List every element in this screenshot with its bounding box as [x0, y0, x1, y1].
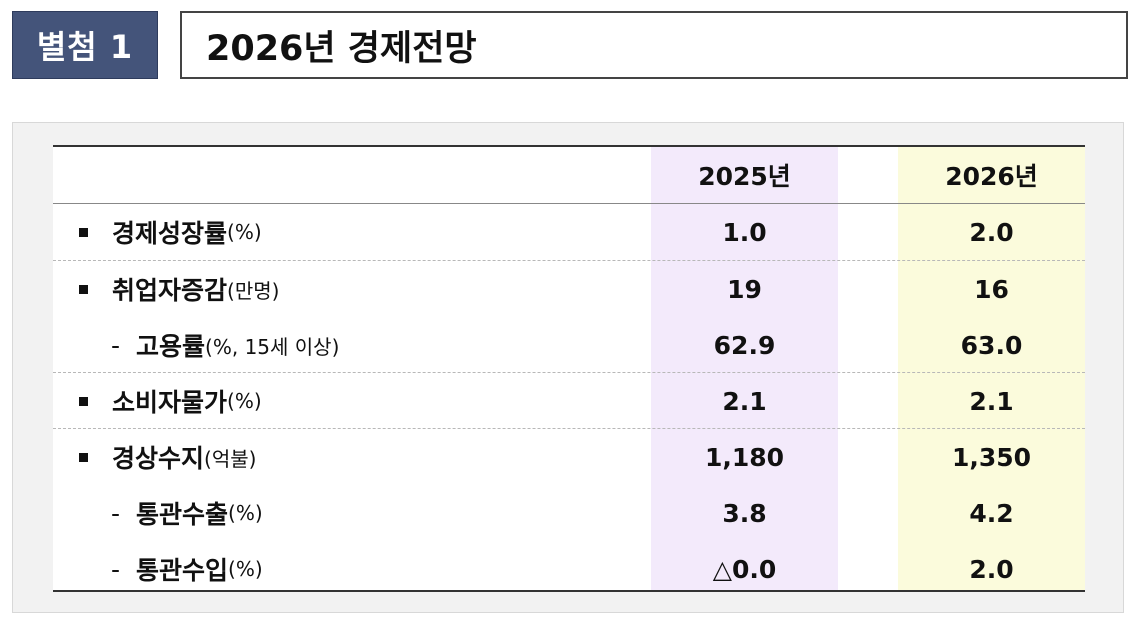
value-2026: 1,350 [951, 442, 1032, 472]
table-row: - 고용률 (%, 15세 이상) 62.9 63.0 [53, 317, 1085, 373]
table-row: 취업자증감 (만명) 19 16 [53, 261, 1085, 317]
value-2026: 63.0 [960, 330, 1023, 360]
indicator-name: 경상수지 [112, 444, 205, 473]
dash-marker: - [111, 554, 121, 584]
table-row: 경제성장률 (%) 1.0 2.0 [53, 204, 1085, 260]
value-2026: 16 [974, 274, 1009, 304]
table-row: - 통관수입 (%) △0.0 2.0 [53, 541, 1085, 597]
value-2026: 2.0 [969, 554, 1014, 584]
dash-marker: - [111, 330, 121, 360]
column-2025-highlight [651, 147, 838, 590]
value-2026: 4.2 [969, 498, 1014, 528]
bullet-icon [79, 452, 88, 462]
dash-marker: - [111, 498, 121, 528]
bullet-icon [79, 284, 88, 294]
indicator-name: 고용률 [136, 332, 206, 361]
row-label: - 통관수입 (%) [53, 541, 651, 597]
economic-outlook-table: 2025년 2026년 경제성장률 (%) 1.0 2.0 취업자증감 (만명) 1… [53, 145, 1085, 592]
value-2025: △0.0 [712, 554, 777, 584]
indicator-unit: (%) [227, 220, 262, 244]
appendix-badge: 별첨 1 [12, 11, 158, 79]
row-label: - 고용률 (%, 15세 이상) [53, 317, 651, 373]
bullet-icon [79, 227, 88, 237]
row-label: 경제성장률 (%) [53, 204, 651, 260]
row-divider [53, 260, 1085, 261]
indicator-name: 통관수입 [136, 556, 229, 585]
value-2026: 2.0 [969, 217, 1014, 247]
table-row: 소비자물가 (%) 2.1 2.1 [53, 373, 1085, 429]
row-label: 소비자물가 (%) [53, 373, 651, 429]
indicator-name: 통관수출 [136, 500, 229, 529]
indicator-unit: (%) [228, 501, 263, 525]
row-label: - 통관수출 (%) [53, 485, 651, 541]
page-title: 2026년 경제전망 [180, 11, 1128, 79]
indicator-name: 소비자물가 [112, 388, 228, 417]
table-row: 경상수지 (억불) 1,180 1,350 [53, 429, 1085, 485]
bullet-icon [79, 396, 88, 406]
value-2025: 2.1 [722, 386, 767, 416]
header-2025: 2025년 [698, 162, 791, 191]
header-2026: 2026년 [945, 162, 1038, 191]
row-divider [53, 372, 1085, 373]
value-2025: 1.0 [722, 217, 767, 247]
header-divider [53, 203, 1085, 204]
row-divider [53, 428, 1085, 429]
value-2025: 1,180 [704, 442, 785, 472]
row-label: 취업자증감 (만명) [53, 261, 651, 317]
indicator-unit: (%) [228, 557, 263, 581]
page-title-text: 2026년 경제전망 [206, 28, 477, 69]
indicator-unit: (만명) [227, 278, 280, 303]
value-2025: 62.9 [713, 330, 776, 360]
value-2025: 19 [727, 274, 762, 304]
column-2026-highlight [898, 147, 1085, 590]
indicator-unit: (%) [227, 389, 262, 413]
indicator-unit: (%, 15세 이상) [205, 334, 340, 359]
indicator-name: 경제성장률 [112, 219, 228, 248]
table-row: - 통관수출 (%) 3.8 4.2 [53, 485, 1085, 541]
row-label: 경상수지 (억불) [53, 429, 651, 485]
value-2026: 2.1 [969, 386, 1014, 416]
indicator-name: 취업자증감 [112, 276, 228, 305]
header-row: 2025년 2026년 [53, 147, 1085, 203]
indicator-unit: (억불) [204, 446, 257, 471]
value-2025: 3.8 [722, 498, 767, 528]
